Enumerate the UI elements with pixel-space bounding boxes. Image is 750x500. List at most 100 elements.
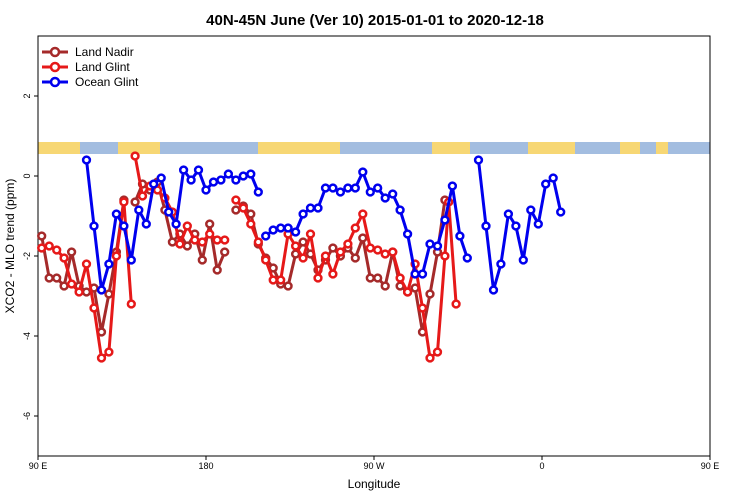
data-point <box>89 221 99 231</box>
legend-item: Land Glint <box>42 60 130 74</box>
data-point <box>171 219 181 229</box>
data-point <box>156 173 166 183</box>
data-point <box>455 231 465 241</box>
y-tick-label: -6 <box>22 412 32 420</box>
data-point <box>268 275 278 285</box>
data-point <box>402 229 413 239</box>
data-point <box>305 203 316 213</box>
data-point <box>395 205 405 215</box>
data-point <box>410 269 420 279</box>
data-point <box>365 273 375 283</box>
data-point <box>417 269 428 279</box>
data-point <box>541 179 551 189</box>
data-point <box>111 251 122 261</box>
data-point <box>231 175 241 185</box>
data-point <box>373 183 383 193</box>
series-layer <box>37 151 566 363</box>
data-point <box>59 281 69 291</box>
data-point <box>388 247 398 257</box>
data-point <box>197 255 207 265</box>
data-point <box>261 231 271 241</box>
data-point <box>335 247 346 257</box>
data-point <box>373 273 383 283</box>
data-point <box>231 195 241 205</box>
data-point <box>216 175 226 185</box>
x-tick-label: 180 <box>198 461 213 471</box>
data-point <box>350 183 360 193</box>
series-ocean-glint <box>81 155 566 295</box>
y-tick-label: -4 <box>22 332 32 340</box>
data-point <box>276 275 286 285</box>
data-point <box>440 215 450 225</box>
data-point <box>451 299 461 309</box>
data-point <box>388 189 398 199</box>
data-point <box>473 155 484 165</box>
chart-title: 40N-45N June (Ver 10) 2015-01-01 to 2020… <box>206 12 544 29</box>
data-point <box>548 173 558 183</box>
x-tick-label: 0 <box>539 461 544 471</box>
data-point <box>365 187 375 197</box>
data-point <box>89 303 99 313</box>
data-point <box>365 243 375 253</box>
data-point <box>104 347 114 357</box>
data-point <box>246 219 256 229</box>
data-point <box>488 285 499 295</box>
data-point <box>328 183 338 193</box>
data-point <box>425 239 435 249</box>
data-point <box>238 171 248 181</box>
land-mask-segment <box>432 142 470 154</box>
data-point <box>104 289 114 299</box>
data-point <box>481 221 491 231</box>
y-tick-label: 2 <box>22 93 32 98</box>
data-point <box>526 205 536 215</box>
data-point <box>186 175 196 185</box>
data-point <box>298 237 308 247</box>
data-point <box>261 255 271 265</box>
x-axis-label: Longitude <box>348 477 401 491</box>
land-mask-segment <box>528 142 575 154</box>
data-point <box>253 237 263 247</box>
land-mask-segment <box>38 142 80 154</box>
data-point <box>96 285 107 295</box>
data-point <box>320 183 331 193</box>
land-mask-segment <box>118 142 160 154</box>
data-point <box>432 347 443 357</box>
data-point <box>380 193 390 203</box>
data-point <box>96 353 107 363</box>
data-point <box>343 183 353 193</box>
y-tick-label: 0 <box>22 173 32 178</box>
y-axis: 2 0 -2 -4 -6 <box>22 93 38 420</box>
data-point <box>350 253 360 263</box>
data-point <box>425 289 435 299</box>
data-point <box>205 229 215 239</box>
data-point <box>373 245 383 255</box>
data-point <box>37 231 47 241</box>
data-point <box>283 281 293 291</box>
data-point <box>283 223 293 233</box>
data-point <box>119 221 129 231</box>
x-axis: 90 E 180 90 W 0 90 E <box>29 456 720 471</box>
legend-marker <box>49 76 61 88</box>
data-point <box>380 249 390 259</box>
data-point <box>313 273 323 283</box>
data-point <box>205 219 215 229</box>
data-point <box>59 253 69 263</box>
data-point <box>52 273 62 283</box>
data-point <box>44 241 54 251</box>
data-point <box>126 255 136 265</box>
data-point <box>212 265 222 275</box>
data-point <box>167 237 178 247</box>
data-point <box>518 255 528 265</box>
data-point <box>328 243 338 253</box>
data-point <box>149 179 159 189</box>
x-tick-label: 90 E <box>701 461 720 471</box>
data-point <box>380 281 390 291</box>
data-point <box>238 203 248 213</box>
y-axis-label: XCO2 - MLO trend (ppm) <box>3 179 17 314</box>
data-point <box>223 169 234 179</box>
data-point <box>66 279 77 289</box>
data-point <box>130 151 140 161</box>
data-point <box>208 177 219 187</box>
